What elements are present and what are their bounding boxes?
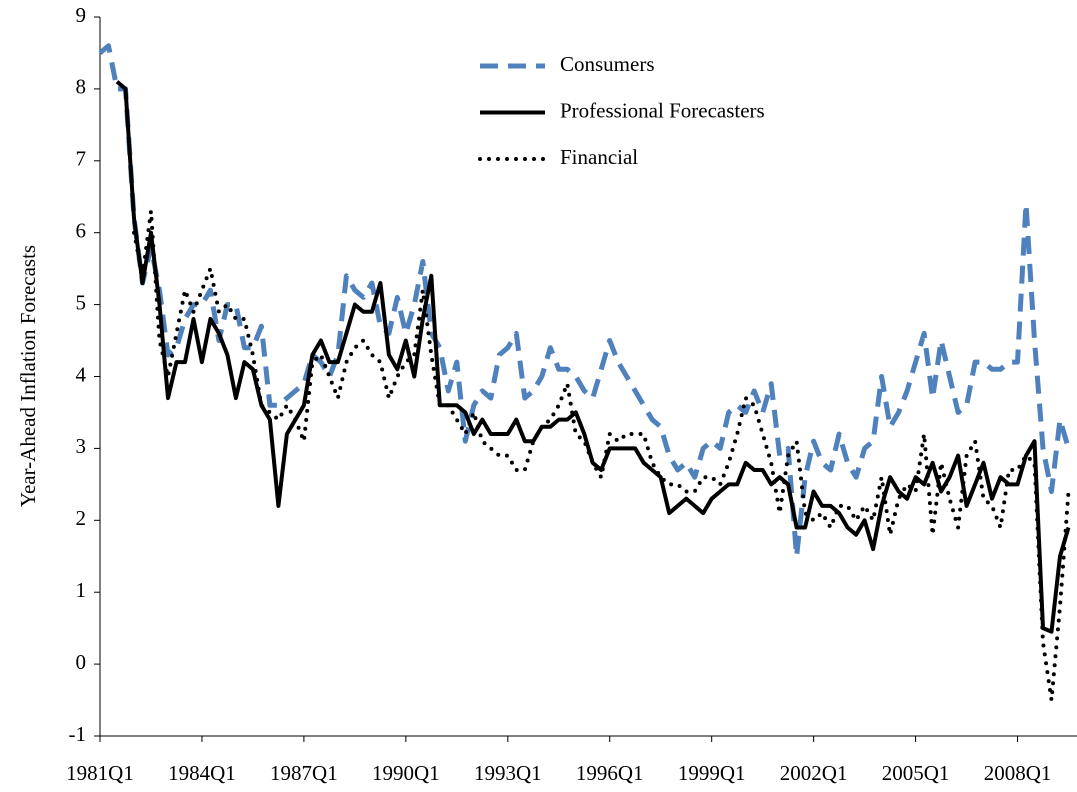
y-tick-label: 0 bbox=[76, 650, 87, 674]
y-tick-label: -1 bbox=[69, 722, 87, 746]
legend-label: Consumers bbox=[560, 52, 655, 76]
y-tick-label: 8 bbox=[76, 75, 87, 99]
y-tick-label: 1 bbox=[76, 578, 87, 602]
y-tick-label: 5 bbox=[76, 290, 87, 314]
x-tick-label: 1981Q1 bbox=[66, 761, 134, 785]
x-tick-label: 1999Q1 bbox=[678, 761, 746, 785]
y-tick-label: 7 bbox=[76, 147, 87, 171]
x-tick-label: 1984Q1 bbox=[168, 761, 236, 785]
x-tick-label: 1987Q1 bbox=[270, 761, 338, 785]
legend-label: Professional Forecasters bbox=[560, 98, 765, 122]
series-line bbox=[115, 80, 1071, 634]
x-tick-label: 2002Q1 bbox=[780, 761, 848, 785]
legend-label: Financial bbox=[560, 145, 638, 169]
x-tick-label: 2008Q1 bbox=[984, 761, 1052, 785]
y-tick-label: 9 bbox=[76, 3, 87, 27]
y-tick-label: 6 bbox=[76, 219, 87, 243]
y-tick-label: 2 bbox=[76, 506, 87, 530]
x-tick-label: 1990Q1 bbox=[372, 761, 440, 785]
y-tick-label: 3 bbox=[76, 434, 87, 458]
x-tick-label: 1996Q1 bbox=[576, 761, 644, 785]
x-tick-label: 2005Q1 bbox=[882, 761, 950, 785]
y-axis-label: Year-Ahead Inflation Forecasts bbox=[16, 245, 40, 507]
series-line bbox=[98, 43, 1071, 559]
x-tick-label: 1993Q1 bbox=[474, 761, 542, 785]
series-line bbox=[132, 209, 1071, 702]
y-tick-label: 4 bbox=[76, 362, 87, 386]
